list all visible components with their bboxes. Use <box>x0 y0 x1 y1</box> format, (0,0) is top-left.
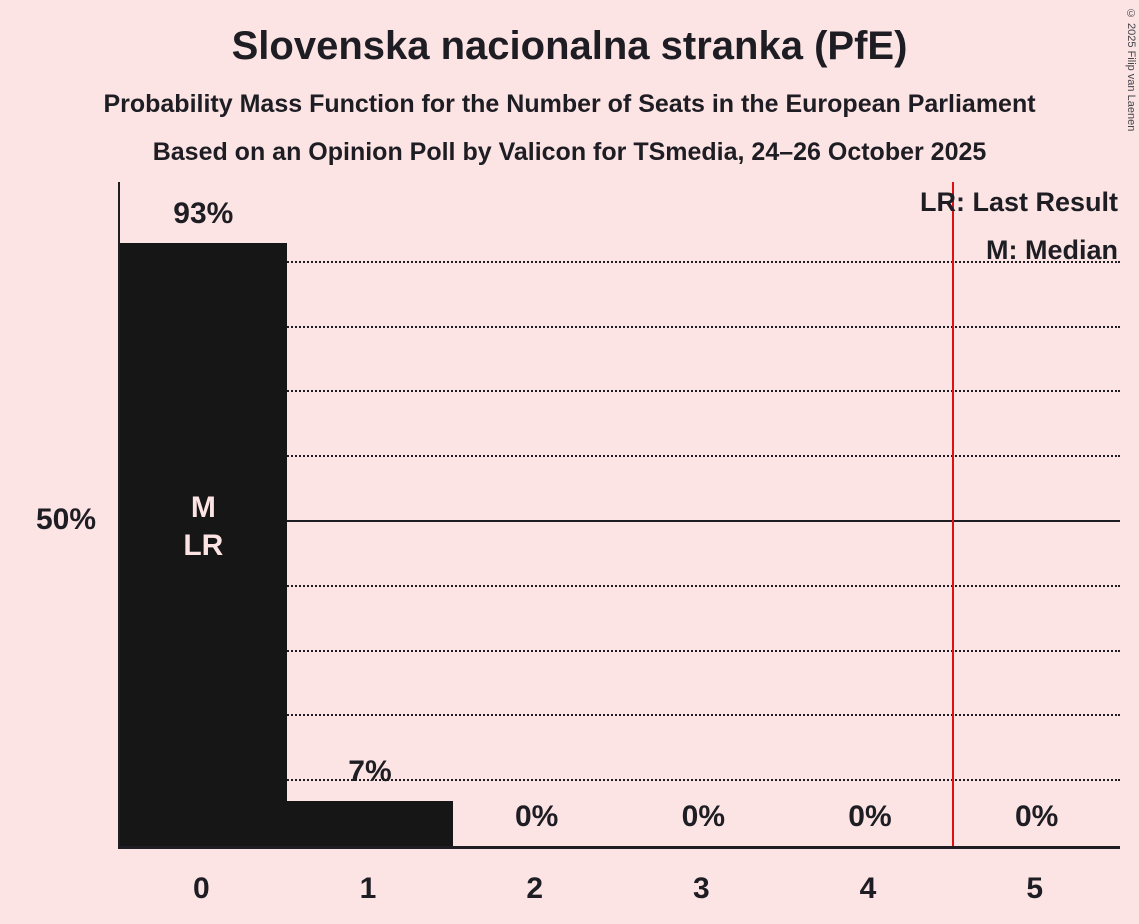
x-axis-label-3: 3 <box>692 872 710 905</box>
chart-title: Slovenska nacionalna stranka (PfE) <box>231 24 908 68</box>
gridline-50pct-solid <box>120 520 1120 522</box>
legend-median: M: Median <box>986 235 1118 265</box>
bar-value-label-1: 7% <box>348 754 392 788</box>
bar-value-label-4: 0% <box>848 800 892 833</box>
x-axis: 0 1 2 3 4 5 <box>118 872 1118 916</box>
plot-area: 93% 7% 0% 0% 0% 0% M LR <box>118 182 1120 849</box>
annotation-m: M <box>190 490 216 524</box>
legend-last-result: LR: Last Result <box>919 187 1118 217</box>
annotation-lr: LR <box>183 528 224 562</box>
gridline-30pct <box>120 649 1120 652</box>
last-result-line <box>952 182 955 846</box>
gridline-10pct <box>120 779 1120 782</box>
bar-value-label-5: 0% <box>1014 800 1059 833</box>
gridline-20pct <box>120 714 1120 717</box>
bar-value-label-0: 93% <box>173 197 234 231</box>
x-axis-label-4: 4 <box>859 872 877 905</box>
gridline-90pct <box>120 260 1120 263</box>
x-axis-label-5: 5 <box>1026 872 1043 905</box>
gridline-60pct <box>120 455 1120 458</box>
gridline-70pct <box>120 390 1120 393</box>
legend: LR: Last Result M: Median <box>920 178 1118 274</box>
bar-annotation-median-last-result: M LR <box>120 489 287 565</box>
bar-value-label-2: 0% <box>514 800 559 833</box>
x-axis-label-1: 1 <box>359 872 377 905</box>
x-axis-label-0: 0 <box>192 872 210 905</box>
x-axis-label-2: 2 <box>526 872 543 905</box>
bar-0 <box>120 243 287 846</box>
copyright-text: © 2025 Filip van Laenen <box>1125 8 1137 132</box>
chart-subtitle-line1: Probability Mass Function for the Number… <box>103 90 1036 118</box>
gridline-40pct <box>120 584 1120 587</box>
bar-value-label-3: 0% <box>681 800 725 833</box>
bar-1 <box>286 800 454 846</box>
chart-subtitle-line2: Based on an Opinion Poll by Valicon for … <box>152 138 987 166</box>
y-axis-tick-label: 50% <box>35 503 97 536</box>
gridline-80pct <box>120 325 1120 328</box>
